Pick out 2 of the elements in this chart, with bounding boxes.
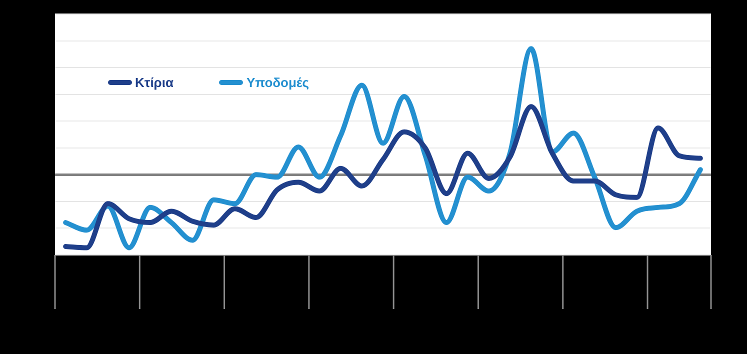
legend-label: Υποδομές bbox=[246, 75, 310, 90]
legend-label: Κτίρια bbox=[135, 75, 174, 90]
